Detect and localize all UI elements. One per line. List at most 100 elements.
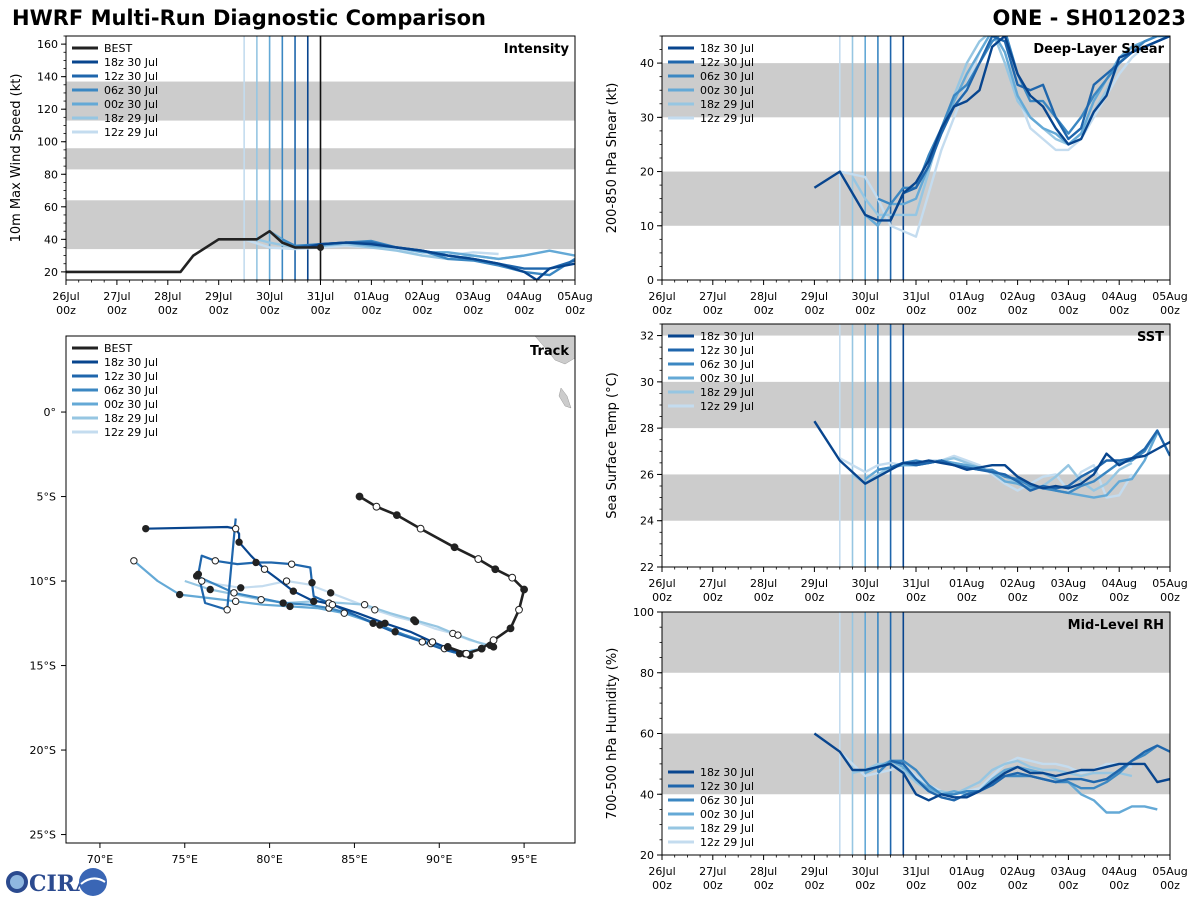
intensity-ylabel: 10m Max Wind Speed (kt) — [9, 74, 24, 243]
track-series-marker-3 — [391, 628, 399, 636]
sst-series — [813, 420, 1170, 499]
track-series-marker-4 — [489, 643, 498, 651]
rh-ytick-label: 20 — [640, 849, 654, 862]
intensity-xtick-label: 27Jul 00z — [103, 290, 130, 317]
shear-xtick-label: 05Aug 00z — [1152, 290, 1187, 317]
track-legend-label-1: 18z 30 Jul — [104, 356, 158, 369]
sst-xtick-label: 04Aug 00z — [1101, 577, 1136, 604]
shear-legend-label-4: 18z 29 Jul — [700, 98, 754, 111]
shear-legend-label-5: 12z 29 Jul — [700, 112, 754, 125]
sst-ylabel: Sea Surface Temp (°C) — [605, 372, 620, 519]
rh-series-line-2 — [877, 744, 1159, 796]
track-best-marker — [392, 511, 401, 520]
track-series-marker-1 — [418, 638, 426, 646]
sst-legend-label-0: 18z 30 Jul — [700, 330, 754, 343]
shear-series-line-1 — [889, 36, 1170, 221]
sst-xtick-label: 05Aug 00z — [1152, 577, 1187, 604]
track-series-line-3 — [133, 559, 482, 654]
track-ytick-label: 25°S — [30, 829, 56, 842]
page-title-left: HWRF Multi-Run Diagnostic Comparison — [12, 6, 487, 30]
track-series-marker-1 — [223, 606, 231, 614]
shear-legend-label-2: 06z 30 Jul — [700, 70, 754, 83]
rh-band-0 — [662, 733, 1170, 795]
intensity-legend-label-2: 12z 30 Jul — [104, 70, 158, 83]
rh-xtick-label: 02Aug 00z — [1000, 865, 1035, 892]
track-legend-label-0: BEST — [104, 342, 132, 355]
track-series-marker-5 — [371, 606, 379, 614]
sst-ytick-label: 24 — [640, 515, 654, 528]
track-series-marker-5 — [282, 577, 291, 585]
rh-xtick-label: 04Aug 00z — [1101, 865, 1136, 892]
sst-band-1 — [662, 381, 1170, 429]
shear-ytick-label: 10 — [640, 220, 654, 233]
rh-ytick-label: 80 — [640, 667, 654, 680]
sst-series-line-0 — [813, 420, 1170, 490]
sst-xtick-label: 27Jul 00z — [699, 577, 726, 604]
intensity-xtick-label: 03Aug 00z — [455, 290, 490, 317]
intensity-series — [66, 229, 575, 280]
sst-ytick-label: 28 — [640, 422, 654, 435]
sst-band-2 — [662, 324, 1170, 336]
track-xtick-label: 75°E — [172, 853, 198, 866]
intensity-legend-label-5: 18z 29 Jul — [104, 112, 158, 125]
rh-legend-label-1: 12z 30 Jul — [700, 780, 754, 793]
intensity-xtick-label: 31Jul 00z — [307, 290, 334, 317]
sst-xtick-label: 02Aug 00z — [1000, 577, 1035, 604]
track-ytick-label: 20°S — [30, 744, 56, 757]
track-series-marker-0 — [235, 538, 243, 546]
track-series-marker-0 — [428, 638, 437, 646]
rh-series-line-0 — [813, 732, 1170, 802]
track-plot-area — [130, 336, 575, 660]
intensity-best-line — [66, 229, 321, 274]
intensity-ytick-label: 140 — [37, 71, 58, 84]
sst-xtick-label: 28Jul 00z — [750, 577, 777, 604]
intensity-xtick-label: 02Aug 00z — [405, 290, 440, 317]
intensity-xtick-label: 26Jul 00z — [52, 290, 79, 317]
shear-legend-label-0: 18z 30 Jul — [700, 42, 754, 55]
track-best-marker — [506, 624, 515, 633]
track-best-marker — [416, 524, 425, 533]
rh-legend-label-2: 06z 30 Jul — [700, 794, 754, 807]
sst-ytick-label: 32 — [640, 330, 654, 343]
rh-legend-label-4: 18z 29 Jul — [700, 822, 754, 835]
track-land-shape — [534, 336, 575, 365]
sst-legend-label-4: 18z 29 Jul — [700, 386, 754, 399]
track-best-marker — [508, 573, 517, 582]
sst-legend-label-1: 12z 30 Jul — [700, 344, 754, 357]
track-series-marker-5 — [198, 577, 206, 585]
rh-xtick-label: 29Jul 00z — [801, 865, 828, 892]
rh-band-1 — [662, 612, 1170, 673]
track-best-marker — [355, 492, 364, 501]
rh-panel-title: Mid-Level RH — [1068, 618, 1164, 633]
track-best-marker — [515, 605, 523, 614]
sst-xtick-label: 29Jul 00z — [801, 577, 828, 604]
sst-xtick-label: 03Aug 00z — [1051, 577, 1086, 604]
rh-xtick-label: 01Aug 00z — [949, 865, 984, 892]
track-series-marker-2 — [230, 589, 238, 597]
sst-legend-label-5: 12z 29 Jul — [700, 400, 754, 413]
track-series-marker-0 — [142, 524, 150, 533]
track-series-marker-3 — [130, 557, 138, 565]
shear-ylabel: 200-850 hPa Shear (kt) — [605, 83, 620, 234]
track-ytick-label: 0° — [44, 406, 57, 419]
track-series-marker-5 — [237, 584, 245, 592]
shear-xtick-label: 28Jul 00z — [750, 290, 777, 317]
track-best-marker — [443, 643, 452, 651]
panel-intensity: 20 40 60 80 100 120 140 160 26Jul 00z 27Jul 00z 28Ju… — [9, 35, 593, 317]
track-legend-label-2: 12z 30 Jul — [104, 370, 158, 383]
rh-ytick-label: 40 — [640, 788, 654, 801]
track-series-line-0 — [145, 525, 466, 655]
track-ytick-label: 10°S — [30, 575, 56, 588]
shear-legend-label-3: 00z 30 Jul — [700, 84, 754, 97]
intensity-ytick-label: 20 — [44, 266, 58, 279]
rh-xtick-label: 27Jul 00z — [699, 865, 726, 892]
rh-legend-label-0: 18z 30 Jul — [700, 766, 754, 779]
shear-xtick-label: 03Aug 00z — [1051, 290, 1086, 317]
track-xtick-label: 95°E — [511, 853, 537, 866]
sst-legend-label-2: 06z 30 Jul — [700, 358, 754, 371]
track-series-marker-4 — [410, 616, 418, 624]
rh-ytick-label: 100 — [633, 606, 654, 619]
